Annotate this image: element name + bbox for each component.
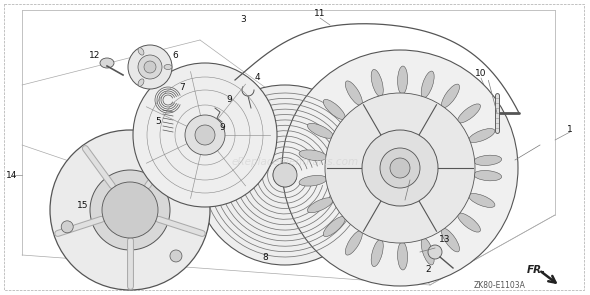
Ellipse shape [345,231,362,255]
Circle shape [102,182,158,238]
Ellipse shape [371,69,384,96]
Circle shape [362,130,438,206]
Ellipse shape [164,65,172,70]
Ellipse shape [441,84,460,108]
Ellipse shape [307,198,333,213]
Text: 9: 9 [219,124,225,132]
Circle shape [380,148,420,188]
Text: 15: 15 [77,201,88,209]
Text: 5: 5 [155,117,161,127]
Text: 2: 2 [425,266,431,275]
Ellipse shape [441,228,460,252]
Text: 3: 3 [240,16,246,24]
Ellipse shape [138,48,144,55]
Text: 4: 4 [254,73,260,81]
Ellipse shape [307,123,333,138]
Text: 11: 11 [314,9,326,19]
Ellipse shape [474,171,502,181]
Text: 9: 9 [226,96,232,104]
Circle shape [195,85,375,265]
Ellipse shape [458,104,480,123]
Text: 8: 8 [262,253,268,263]
Ellipse shape [345,81,362,105]
Ellipse shape [100,58,114,68]
Circle shape [282,50,518,286]
Circle shape [185,115,225,155]
Ellipse shape [468,194,495,207]
Circle shape [61,221,73,233]
Circle shape [141,141,153,153]
Circle shape [428,245,442,259]
Text: 13: 13 [439,235,451,245]
Ellipse shape [323,99,345,119]
Text: ZK80-E1103A: ZK80-E1103A [474,281,526,291]
Text: 12: 12 [89,50,101,60]
Ellipse shape [138,79,144,86]
Circle shape [390,158,410,178]
Ellipse shape [474,155,502,165]
Circle shape [170,250,182,262]
Circle shape [90,170,170,250]
Ellipse shape [458,213,480,232]
Circle shape [325,93,475,243]
Text: 7: 7 [179,83,185,93]
Circle shape [144,61,156,73]
Ellipse shape [299,150,327,160]
Text: 1: 1 [567,125,573,135]
Circle shape [133,63,277,207]
Ellipse shape [323,217,345,237]
Ellipse shape [468,129,495,142]
Text: 14: 14 [6,171,18,179]
Ellipse shape [398,66,408,94]
Text: 6: 6 [172,50,178,60]
Ellipse shape [421,71,434,98]
Ellipse shape [371,240,384,267]
Circle shape [138,55,162,79]
Circle shape [195,125,215,145]
Text: 10: 10 [476,70,487,78]
Ellipse shape [299,176,327,186]
Text: eReplacementParts.com: eReplacementParts.com [231,157,359,167]
Ellipse shape [398,242,408,270]
Circle shape [128,45,172,89]
Circle shape [273,163,297,187]
Circle shape [50,130,210,290]
Text: FR.: FR. [527,265,546,275]
Ellipse shape [421,238,434,265]
